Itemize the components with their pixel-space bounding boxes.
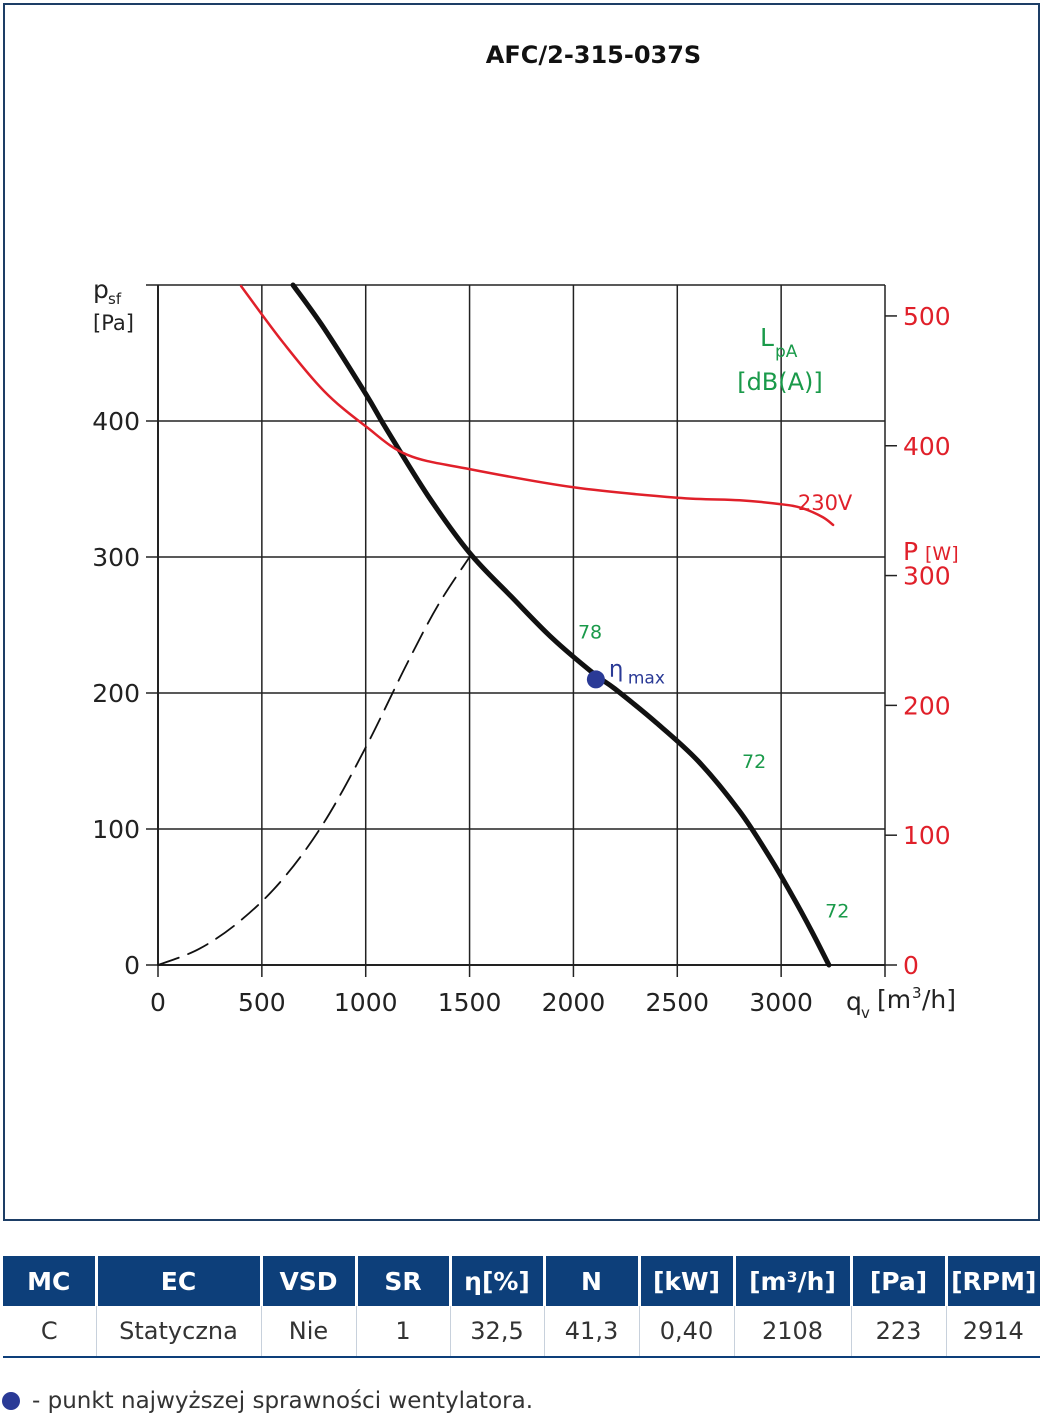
- x-axis-label-sub: v: [861, 1004, 870, 1022]
- series-label-power: 230V: [798, 491, 853, 515]
- y2-tick-label: 500: [903, 302, 951, 331]
- x-axis-label: q: [846, 987, 862, 1016]
- y-tick-label: 100: [92, 815, 140, 844]
- x-tick-label: 1500: [438, 988, 502, 1017]
- y-axis-label: p: [93, 275, 109, 304]
- y-tick-label: 200: [92, 679, 140, 708]
- spec-table: MC EC VSD SR η[%] N [kW] [m³/h] [Pa] [RP…: [3, 1256, 1040, 1358]
- y2-tick-label: 300: [903, 562, 951, 591]
- y-tick-label: 400: [92, 407, 140, 436]
- header-kw: [kW]: [639, 1256, 736, 1306]
- cell-vsd: Nie: [261, 1306, 357, 1358]
- eta-max-point: [586, 670, 605, 689]
- y-axis-label-sub: sf: [108, 290, 122, 308]
- y2-tick-label: 0: [903, 951, 919, 980]
- table-row: C Statyczna Nie 1 32,5 41,3 0,40 2108 22…: [3, 1306, 1040, 1358]
- cell-flow: 2108: [734, 1306, 852, 1358]
- cell-rpm: 2914: [946, 1306, 1040, 1358]
- cell-kw: 0,40: [639, 1306, 735, 1358]
- y2-tick-label: 100: [903, 821, 951, 850]
- cell-sr: 1: [356, 1306, 451, 1358]
- noise-value-label: 72: [742, 751, 766, 773]
- x-tick-label: 0: [150, 988, 166, 1017]
- x-tick-label: 3000: [749, 988, 813, 1017]
- x-axis-unit-post: /h]: [922, 985, 956, 1014]
- system-curve-curve-line: [157, 556, 471, 966]
- x-axis-unit-pre: [m: [877, 985, 911, 1014]
- chart-title: AFC/2-315-037S: [486, 41, 701, 69]
- x-tick-label: 1000: [334, 988, 398, 1017]
- cell-efficiency: 32,5: [450, 1306, 545, 1358]
- eta-max-label: η: [609, 656, 624, 682]
- y2-tick-label: 400: [903, 432, 951, 461]
- header-flow: [m³/h]: [734, 1256, 853, 1306]
- header-efficiency: η[%]: [450, 1256, 546, 1306]
- noise-axis-label-sub: pA: [775, 342, 798, 362]
- table-header-row: MC EC VSD SR η[%] N [kW] [m³/h] [Pa] [RP…: [3, 1256, 1040, 1306]
- header-ec: EC: [96, 1256, 263, 1306]
- eta-max-dot-icon: [2, 1392, 20, 1410]
- header-vsd: VSD: [261, 1256, 358, 1306]
- x-tick-label: 2000: [542, 988, 606, 1017]
- y-tick-label: 300: [92, 543, 140, 572]
- noise-value-label: 72: [825, 900, 849, 922]
- header-rpm: [RPM]: [946, 1256, 1040, 1306]
- power-curve-line: [239, 284, 835, 527]
- legend-note-text: - punkt najwyższej sprawności wentylator…: [32, 1388, 534, 1414]
- y2-axis-unit: [W]: [925, 543, 959, 565]
- noise-axis-unit: [dB(A)]: [737, 368, 823, 396]
- cell-mc: C: [3, 1306, 97, 1358]
- noise-value-label: 78: [578, 622, 602, 644]
- y-tick-label: 0: [124, 951, 140, 980]
- legend-note: - punkt najwyższej sprawności wentylator…: [2, 1384, 533, 1418]
- cell-ec: Statyczna: [96, 1306, 262, 1358]
- y2-axis-label: P: [903, 537, 918, 566]
- eta-max-label-sub: max: [628, 668, 665, 688]
- x-tick-label: 2500: [645, 988, 709, 1017]
- y2-tick-label: 200: [903, 691, 951, 720]
- cell-pressure: 223: [851, 1306, 947, 1358]
- cell-n: 41,3: [544, 1306, 640, 1358]
- header-pressure: [Pa]: [851, 1256, 948, 1306]
- chart-frame: [3, 3, 1040, 1221]
- y-axis-unit: [Pa]: [93, 311, 134, 335]
- header-mc: MC: [3, 1256, 98, 1306]
- header-n: N: [544, 1256, 641, 1306]
- x-axis-unit-sup: 3: [912, 984, 922, 1002]
- x-tick-label: 500: [238, 988, 286, 1017]
- noise-axis-label: L: [760, 323, 774, 352]
- header-sr: SR: [356, 1256, 452, 1306]
